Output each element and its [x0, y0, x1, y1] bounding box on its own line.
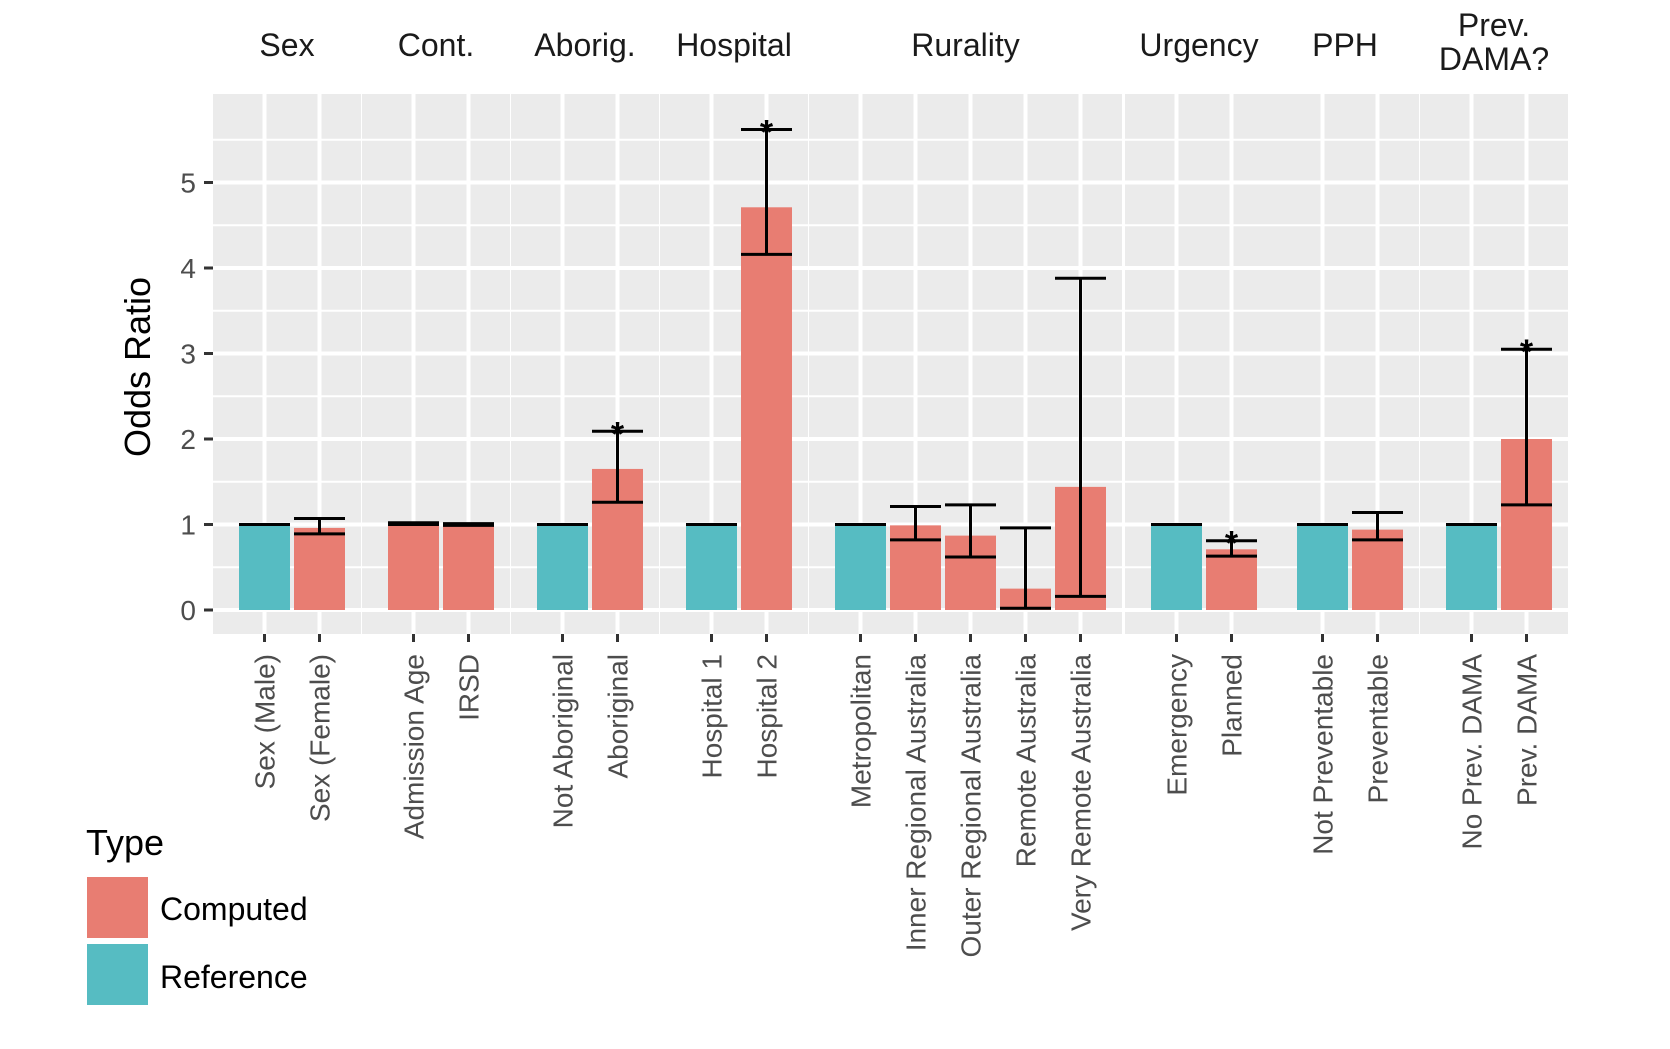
bar [741, 207, 792, 611]
facet-panel: Sex Sex (Male) Sex (Female) [213, 27, 361, 822]
x-tick-label: Hospital 1 [697, 654, 728, 779]
legend-title: Type [86, 822, 164, 863]
x-tick-label: IRSD [454, 654, 485, 721]
bar [388, 523, 439, 610]
facet-panel: Urgency Emergency * Planned [1125, 27, 1273, 796]
facet-title: Rurality [911, 27, 1019, 63]
x-tick-label: Preventable [1363, 654, 1394, 803]
bar [537, 524, 588, 610]
x-tick-label: Prev. DAMA [1512, 654, 1543, 806]
y-tick-label: 3 [180, 339, 196, 370]
significance-marker: * [1520, 333, 1534, 371]
y-tick-label: 2 [180, 424, 196, 455]
x-tick-label: Metropolitan [846, 654, 877, 808]
facet-panels: Sex Sex (Male) Sex (Female) Cont. Admission … [213, 7, 1568, 958]
x-tick-label: Admission Age [399, 654, 430, 839]
facet-panel: Cont. Admission Age IRSD [362, 27, 510, 839]
bar [239, 524, 290, 610]
significance-marker: * [611, 415, 625, 453]
y-tick-label: 4 [180, 253, 196, 284]
y-axis: 0 1 2 3 4 5 [180, 168, 213, 626]
x-tick-label: Remote Australia [1011, 654, 1042, 868]
bar [1206, 549, 1257, 610]
legend-key-computed [87, 877, 148, 938]
x-tick-label: Emergency [1162, 654, 1193, 796]
significance-marker: * [1225, 525, 1239, 563]
facet-panel: Aborig. Not Aboriginal * Aboriginal [511, 27, 659, 828]
x-tick-label: Sex (Male) [250, 654, 281, 789]
bar [294, 527, 345, 610]
x-tick-label: Outer Regional Australia [956, 654, 987, 958]
facet-panel: PPH Not Preventable Preventable [1271, 27, 1419, 855]
facet-title: Prev. [1458, 7, 1530, 43]
x-tick-label: Very Remote Australia [1066, 654, 1097, 931]
facet-title: Cont. [398, 27, 474, 63]
bar [1151, 524, 1202, 610]
facet-title: PPH [1312, 27, 1378, 63]
significance-marker: * [760, 113, 774, 151]
x-tick-label: Aboriginal [603, 654, 634, 779]
bar [1446, 524, 1497, 610]
bar [1297, 524, 1348, 610]
facet-title: DAMA? [1439, 41, 1549, 77]
facet-title: Aborig. [534, 27, 635, 63]
bar [835, 524, 886, 610]
x-tick-label: Not Aboriginal [548, 654, 579, 828]
facet-title: Urgency [1139, 27, 1258, 63]
bar [1352, 529, 1403, 610]
legend-label-computed: Computed [160, 891, 308, 927]
y-tick-label: 1 [180, 510, 196, 541]
bar [686, 524, 737, 610]
y-tick-label: 5 [180, 168, 196, 199]
legend: Type Computed Reference [86, 822, 308, 1005]
x-tick-label: No Prev. DAMA [1457, 654, 1488, 850]
facet-panel: Hospital Hospital 1 * Hospital 2 [660, 27, 808, 779]
facet-panel: Prev.DAMA? No Prev. DAMA * Prev. DAMA [1420, 7, 1568, 850]
bar [443, 524, 494, 610]
facet-title: Hospital [676, 27, 792, 63]
legend-label-reference: Reference [160, 959, 308, 995]
facet-panel: Rurality Metropolitan Inner Regional Austr… [809, 27, 1122, 958]
x-tick-label: Inner Regional Australia [901, 654, 932, 952]
x-tick-label: Not Preventable [1308, 654, 1339, 855]
facet-title: Sex [259, 27, 314, 63]
x-tick-label: Hospital 2 [752, 654, 783, 779]
y-tick-label: 0 [180, 595, 196, 626]
legend-key-reference [87, 944, 148, 1005]
x-tick-label: Planned [1217, 654, 1248, 757]
x-tick-label: Sex (Female) [305, 654, 336, 822]
y-axis-title: Odds Ratio [117, 277, 158, 457]
